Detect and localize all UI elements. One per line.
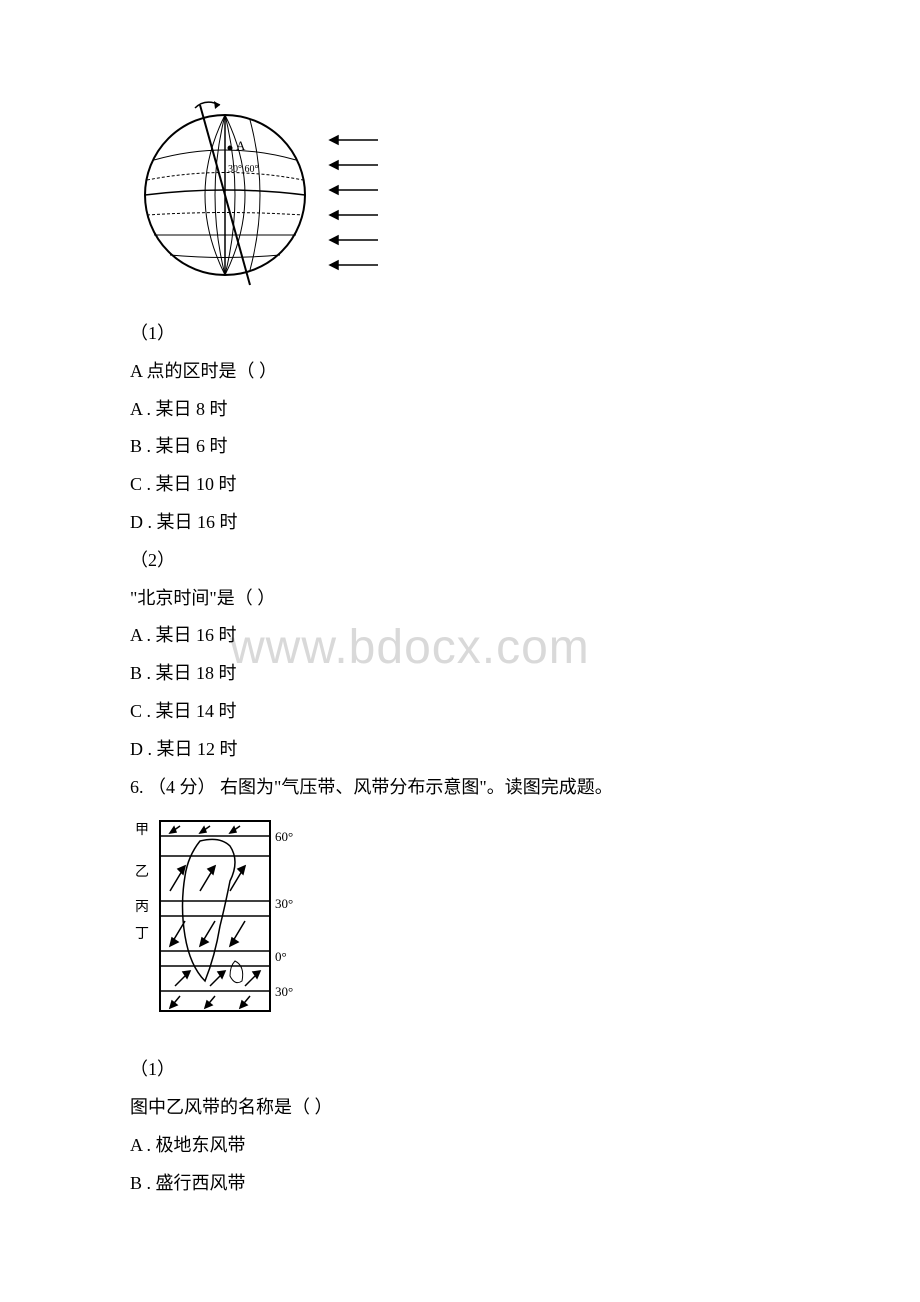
q6-header: 6. （4 分） 右图为"气压带、风带分布示意图"。读图完成题。 — [130, 769, 790, 807]
q5-p1-option-a: A . 某日 8 时 — [130, 391, 790, 429]
q5-p2-option-b: B . 某日 18 时 — [130, 655, 790, 693]
figure-wind-belts: 甲 乙 丙 丁 60° 30° 0° 30° — [130, 816, 790, 1031]
svg-text:30° 60°: 30° 60° — [228, 164, 259, 175]
q5-part2-num: （2） — [130, 542, 790, 580]
q5-p2-option-c: C . 某日 14 时 — [130, 693, 790, 731]
svg-text:丁: 丁 — [135, 927, 149, 942]
q5-part1-text: A 点的区时是（ ） — [130, 353, 790, 391]
svg-text:乙: 乙 — [135, 864, 149, 880]
svg-text:30°: 30° — [275, 896, 293, 911]
q5-p2-option-d: D . 某日 12 时 — [130, 731, 790, 769]
q5-p1-option-c: C . 某日 10 时 — [130, 466, 790, 504]
q6-part1-num: （1） — [130, 1051, 790, 1089]
figure-globe: A 30° 60° — [130, 90, 790, 295]
svg-text:60°: 60° — [275, 829, 293, 844]
svg-text:甲: 甲 — [135, 823, 149, 838]
svg-text:A: A — [236, 138, 246, 153]
q6-p1-option-b: B . 盛行西风带 — [130, 1165, 790, 1203]
q5-part1-num: （1） — [130, 315, 790, 353]
svg-text:30°: 30° — [275, 984, 293, 999]
q5-p1-option-b: B . 某日 6 时 — [130, 428, 790, 466]
q5-p2-option-a: A . 某日 16 时 — [130, 617, 790, 655]
q5-part2-text: "北京时间"是（ ） — [130, 580, 790, 618]
q5-p1-option-d: D . 某日 16 时 — [130, 504, 790, 542]
svg-text:0°: 0° — [275, 949, 287, 964]
svg-text:丙: 丙 — [135, 900, 149, 915]
q6-part1-text: 图中乙风带的名称是（ ） — [130, 1089, 790, 1127]
q6-p1-option-a: A . 极地东风带 — [130, 1127, 790, 1165]
